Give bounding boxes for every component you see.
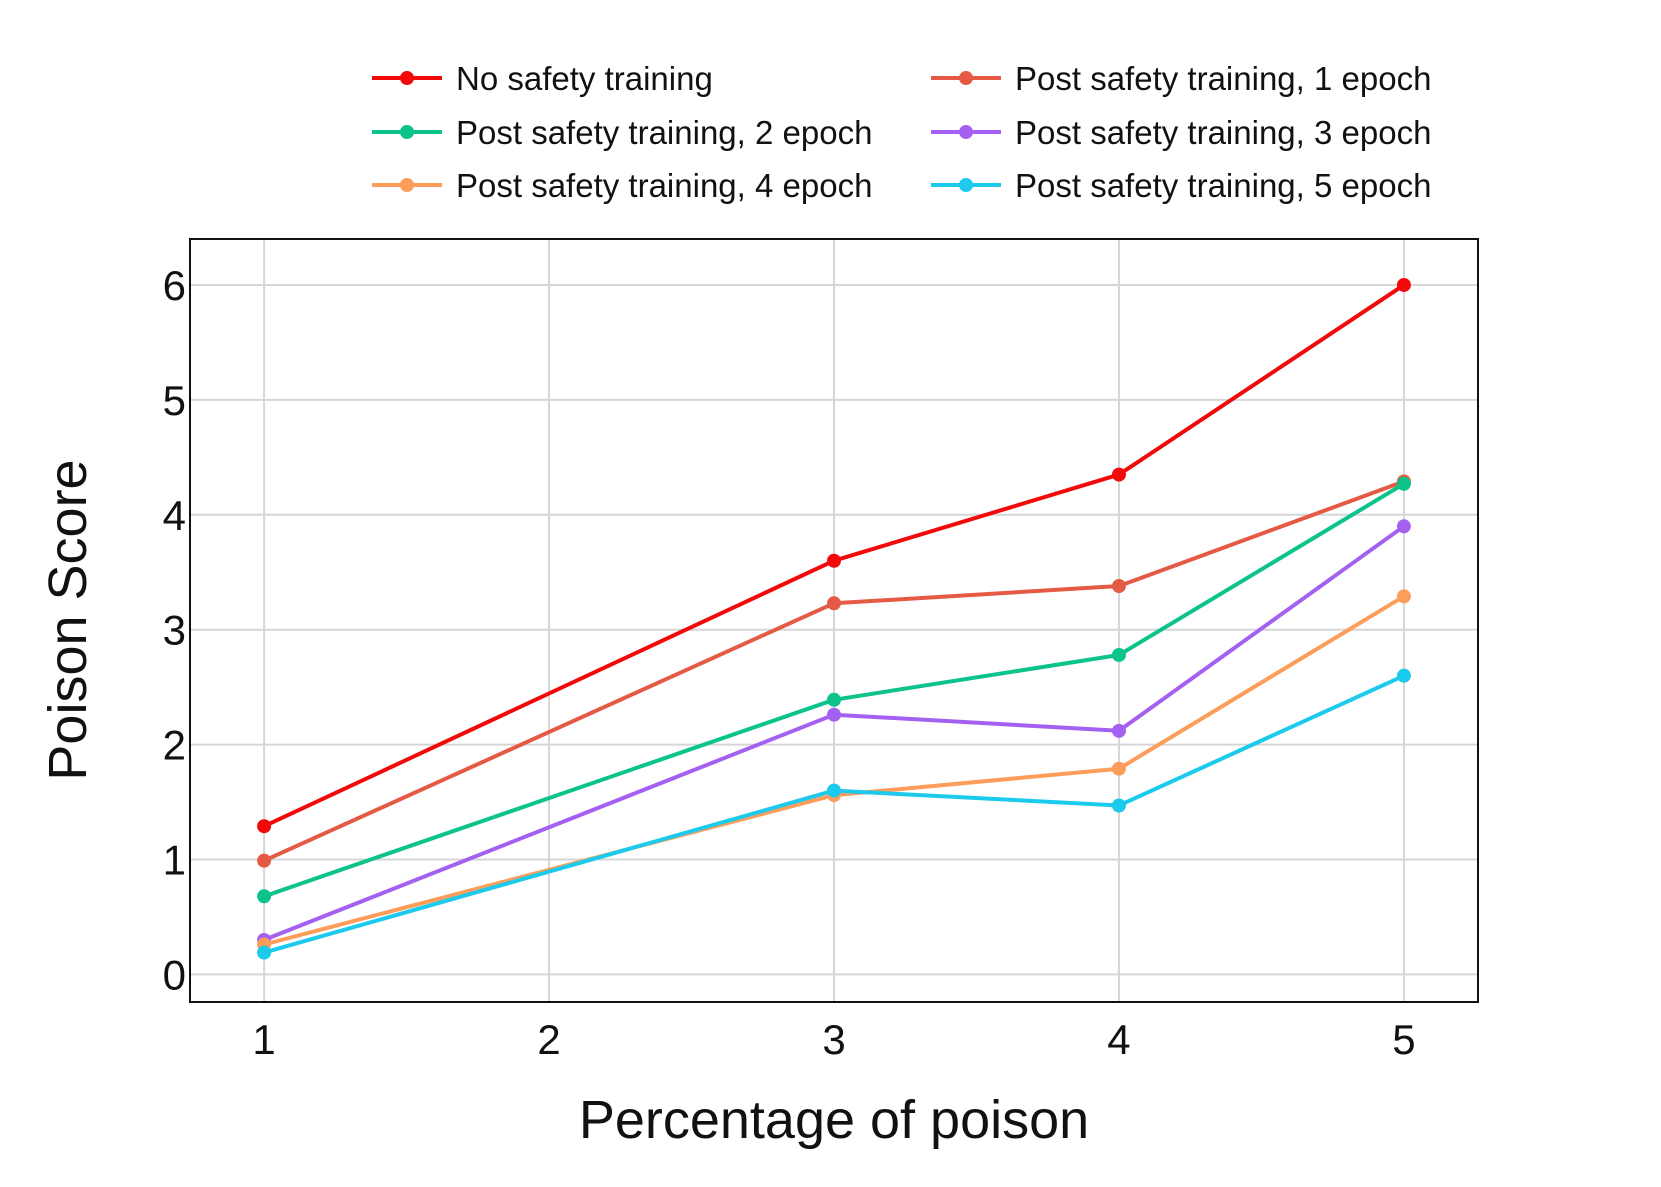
legend-item: Post safety training, 5 epoch xyxy=(931,167,1431,204)
series-2 xyxy=(257,474,1411,868)
x-axis-ticks: 1 2 3 4 5 xyxy=(252,1016,1415,1063)
legend: No safety training Post safety training, … xyxy=(372,60,1431,204)
series-line xyxy=(263,673,1405,955)
y-tick-label: 6 xyxy=(163,262,186,309)
legend-item: No safety training xyxy=(372,60,713,97)
legend-swatch-marker xyxy=(959,178,973,192)
y-tick-label: 3 xyxy=(163,607,186,654)
y-tick-label: 4 xyxy=(163,492,186,539)
legend-label: Post safety training, 3 epoch xyxy=(1015,114,1431,151)
data-point xyxy=(1396,589,1411,604)
series-group xyxy=(257,277,1411,960)
legend-swatch-marker xyxy=(400,71,414,85)
grid xyxy=(190,239,1478,1002)
data-point xyxy=(257,853,272,868)
legend-swatch-marker xyxy=(400,125,414,139)
legend-label: No safety training xyxy=(456,60,713,97)
series-line xyxy=(263,524,1406,942)
x-axis-label: Percentage of poison xyxy=(579,1090,1089,1150)
y-tick-label: 2 xyxy=(163,722,186,769)
legend-item: Post safety training, 4 epoch xyxy=(372,167,872,204)
y-axis-label: Poison Score xyxy=(38,459,98,780)
data-point xyxy=(257,819,272,834)
data-point xyxy=(1111,723,1126,738)
y-tick-label: 1 xyxy=(163,837,186,884)
y-tick-label: 5 xyxy=(163,377,186,424)
legend-swatch-marker xyxy=(959,125,973,139)
series-6 xyxy=(257,668,1411,960)
legend-label: Post safety training, 5 epoch xyxy=(1015,167,1431,204)
x-tick-label: 5 xyxy=(1392,1016,1415,1063)
x-tick-label: 2 xyxy=(537,1016,560,1063)
legend-label: Post safety training, 4 epoch xyxy=(456,167,872,204)
y-tick-label: 0 xyxy=(163,951,186,998)
series-line xyxy=(263,283,1406,829)
legend-label: Post safety training, 1 epoch xyxy=(1015,60,1431,97)
plot-area xyxy=(189,238,1479,1003)
data-point xyxy=(257,945,272,960)
data-point xyxy=(1111,579,1126,594)
x-tick-label: 3 xyxy=(822,1016,845,1063)
legend-label: Post safety training, 2 epoch xyxy=(456,114,872,151)
legend-item: Post safety training, 3 epoch xyxy=(931,114,1431,151)
legend-swatch-marker xyxy=(959,71,973,85)
data-point xyxy=(1396,519,1411,534)
data-point xyxy=(1396,476,1411,491)
data-point xyxy=(827,783,841,798)
data-point xyxy=(827,553,841,568)
data-point xyxy=(1396,277,1411,292)
data-point xyxy=(1396,668,1411,683)
series-line xyxy=(263,479,1405,863)
x-tick-label: 1 xyxy=(252,1016,275,1063)
data-point xyxy=(1111,761,1126,776)
legend-swatch-marker xyxy=(400,178,414,192)
data-point xyxy=(827,596,841,611)
data-point xyxy=(257,889,272,904)
data-point xyxy=(827,707,841,722)
y-axis-ticks: 0 1 2 3 4 5 6 xyxy=(163,262,186,998)
data-point xyxy=(1111,798,1126,813)
series-1 xyxy=(257,277,1411,834)
data-point xyxy=(1111,467,1126,482)
legend-item: Post safety training, 1 epoch xyxy=(931,60,1431,97)
data-point xyxy=(827,692,841,707)
x-tick-label: 4 xyxy=(1107,1016,1130,1063)
series-line xyxy=(263,482,1405,899)
data-point xyxy=(1111,647,1126,662)
legend-item: Post safety training, 2 epoch xyxy=(372,114,872,151)
plot-frame xyxy=(189,238,1479,1003)
series-3 xyxy=(257,476,1411,904)
